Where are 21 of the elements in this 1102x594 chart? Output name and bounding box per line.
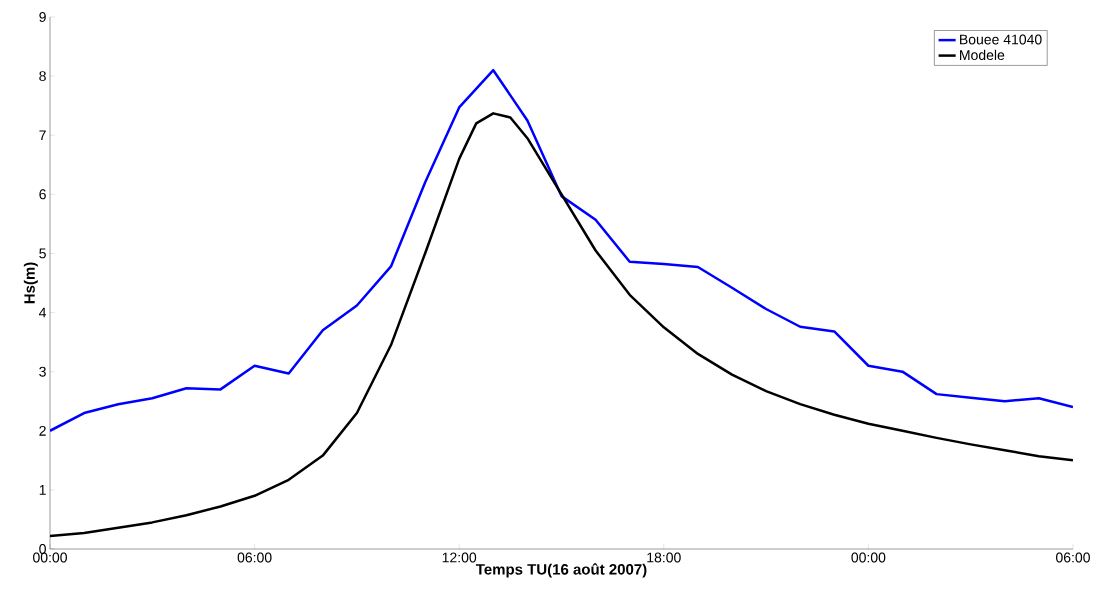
- y-tick-label: 4: [38, 307, 47, 318]
- y-tick-label: 2: [39, 425, 46, 436]
- y-axis-title: Hs(m): [23, 262, 38, 304]
- legend-label: Modele: [960, 49, 1005, 61]
- x-tick-label: 18:00: [647, 552, 681, 563]
- x-tick-label: 00:00: [851, 552, 886, 563]
- y-tick-label: 1: [39, 485, 46, 495]
- y-tick-label: 5: [39, 248, 46, 259]
- x-tick-label: 06:00: [237, 552, 272, 563]
- x-tick-label: 00:00: [33, 552, 67, 563]
- y-tick-label: 9: [39, 12, 46, 22]
- y-tick-label: 8: [39, 71, 46, 82]
- y-tick-label: 6: [39, 189, 46, 200]
- legend-label: Bouee 41040: [960, 34, 1042, 45]
- x-tick-label: 12:00: [442, 552, 477, 563]
- x-axis-title: Temps TU(16 août 2007): [475, 563, 647, 578]
- y-tick-label: 0: [39, 544, 46, 554]
- line-series: [50, 68, 1073, 433]
- x-tick-label: 06:00: [1056, 552, 1090, 563]
- y-tick-label: 7: [39, 130, 46, 141]
- y-tick-label: 3: [39, 366, 46, 377]
